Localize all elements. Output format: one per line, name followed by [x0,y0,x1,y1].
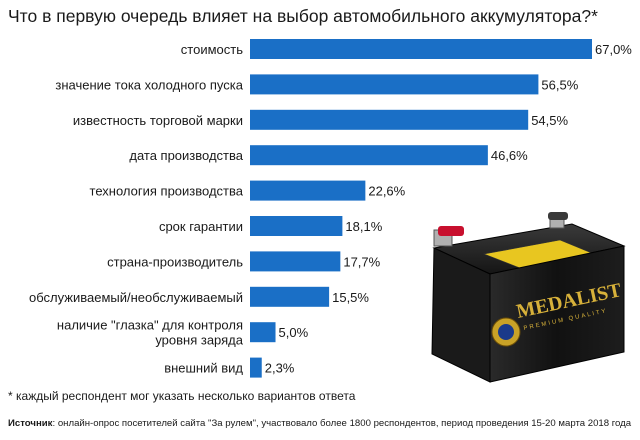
category-label-6: страна-производитель [107,254,243,269]
value-label-5: 18,1% [345,219,382,234]
category-label-3: дата производства [129,148,243,163]
source-text: : онлайн-опрос посетителей сайта "За рул… [52,418,632,429]
category-label-0: стоимость [181,42,243,57]
category-label-5: срок гарантии [159,219,243,234]
source-label: Источник [8,418,53,429]
source-note: Источник: онлайн-опрос посетителей сайта… [8,418,631,429]
value-label-0: 67,0% [595,42,632,57]
chart-title: Что в первую очередь влияет на выбор авт… [8,6,598,26]
battery-illustration: MEDALIST PREMIUM QUALITY [431,212,626,383]
bar-4 [250,180,366,201]
value-label-6: 17,7% [343,254,380,269]
category-label-9: внешний вид [164,361,243,376]
value-label-7: 15,5% [332,290,369,305]
bar-9 [250,357,262,378]
bar-8 [250,322,276,343]
value-label-2: 54,5% [531,113,568,128]
category-label-8-line-0: наличие "глазка" для контроля [57,318,243,333]
bar-2 [250,109,529,130]
category-label-2: известность торговой марки [73,113,243,128]
category-label-7: обслуживаемый/необслуживаемый [29,290,243,305]
bar-1 [250,74,539,95]
value-label-8: 5,0% [279,325,309,340]
category-label-1: значение тока холодного пуска [55,77,243,92]
bar-0 [250,39,592,59]
value-label-1: 56,5% [541,77,578,92]
value-label-4: 22,6% [368,184,405,199]
footnote: * каждый респондент мог указать нескольк… [8,389,356,403]
bar-6 [250,251,341,272]
bar-5 [250,216,343,236]
category-label-8-line-1: уровня заряда [155,333,243,348]
bar-7 [250,286,330,307]
bar-3 [250,145,488,166]
category-label-4: технология производства [90,184,244,199]
value-label-3: 46,6% [491,148,528,163]
value-label-9: 2,3% [265,361,295,376]
